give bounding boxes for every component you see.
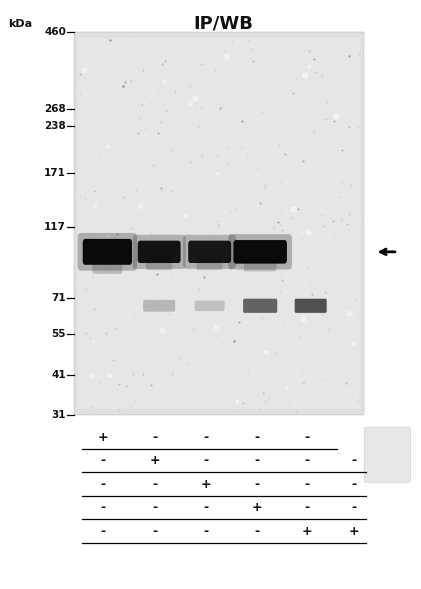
Bar <box>74 32 364 415</box>
Text: -: - <box>254 454 259 467</box>
Text: -: - <box>152 431 157 444</box>
Text: -: - <box>152 478 157 491</box>
FancyBboxPatch shape <box>77 233 137 271</box>
FancyBboxPatch shape <box>183 235 236 269</box>
Text: -: - <box>304 478 309 491</box>
FancyBboxPatch shape <box>195 300 225 311</box>
FancyBboxPatch shape <box>295 299 327 313</box>
Text: -: - <box>204 431 209 444</box>
FancyBboxPatch shape <box>244 257 277 272</box>
Text: -: - <box>101 525 106 538</box>
Text: -: - <box>101 478 106 491</box>
Text: -: - <box>254 525 259 538</box>
Text: -: - <box>351 454 356 467</box>
FancyBboxPatch shape <box>138 241 181 263</box>
Text: -: - <box>304 431 309 444</box>
FancyBboxPatch shape <box>83 239 132 265</box>
FancyBboxPatch shape <box>133 235 186 269</box>
Bar <box>78 38 360 409</box>
FancyBboxPatch shape <box>188 241 231 263</box>
FancyBboxPatch shape <box>243 299 277 313</box>
Text: -: - <box>351 478 356 491</box>
FancyBboxPatch shape <box>197 256 223 270</box>
Text: 238: 238 <box>44 121 66 131</box>
Text: 171: 171 <box>44 168 66 178</box>
Text: -: - <box>204 525 209 538</box>
Text: +: + <box>251 501 262 514</box>
Text: kDa: kDa <box>8 19 32 29</box>
Text: +: + <box>201 478 212 491</box>
Text: +: + <box>98 431 109 444</box>
Text: -: - <box>101 501 106 514</box>
Text: -: - <box>204 454 209 467</box>
FancyBboxPatch shape <box>228 234 292 270</box>
FancyBboxPatch shape <box>146 256 172 270</box>
Text: -: - <box>254 431 259 444</box>
Text: +: + <box>348 525 359 538</box>
FancyBboxPatch shape <box>364 427 410 482</box>
Text: 31: 31 <box>52 410 66 420</box>
Text: 55: 55 <box>52 329 66 339</box>
Text: -: - <box>101 454 106 467</box>
Text: -: - <box>254 478 259 491</box>
Text: 460: 460 <box>44 28 66 38</box>
Text: +: + <box>149 454 160 467</box>
Text: +: + <box>301 525 312 538</box>
FancyBboxPatch shape <box>93 258 122 274</box>
Text: 268: 268 <box>44 104 66 114</box>
Text: 41: 41 <box>51 370 66 380</box>
Text: IP/WB: IP/WB <box>193 15 253 33</box>
Text: 117: 117 <box>44 221 66 231</box>
FancyBboxPatch shape <box>143 300 175 312</box>
Text: -: - <box>152 525 157 538</box>
Text: -: - <box>152 501 157 514</box>
Text: -: - <box>351 501 356 514</box>
Text: -: - <box>304 454 309 467</box>
Text: -: - <box>304 501 309 514</box>
FancyBboxPatch shape <box>233 240 287 264</box>
Text: -: - <box>204 501 209 514</box>
Text: 71: 71 <box>51 293 66 303</box>
